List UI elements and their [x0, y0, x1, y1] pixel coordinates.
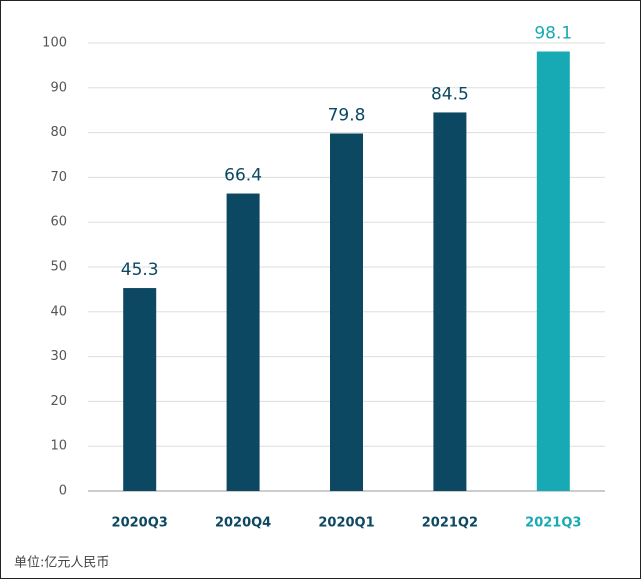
value-label: 84.5 — [431, 84, 469, 104]
y-tick-label: 0 — [59, 484, 67, 499]
x-tick-label: 2020Q3 — [112, 516, 168, 531]
y-tick-label: 90 — [50, 80, 67, 95]
bar — [226, 193, 260, 491]
x-tick-label: 2020Q1 — [318, 516, 374, 531]
y-tick-label: 20 — [50, 394, 67, 409]
y-tick-label: 70 — [50, 170, 67, 185]
value-label: 79.8 — [328, 105, 366, 125]
unit-note: 单位:亿元人民币 — [14, 556, 109, 571]
y-tick-label: 50 — [50, 260, 67, 275]
x-tick-label: 2021Q2 — [422, 516, 478, 531]
x-tick-label: 2020Q4 — [215, 516, 271, 531]
bar — [330, 133, 363, 491]
bar — [536, 51, 570, 492]
y-tick-label: 10 — [50, 439, 67, 454]
y-tick-label: 60 — [50, 215, 67, 230]
bar — [433, 112, 467, 491]
y-tick-label: 80 — [50, 125, 67, 140]
value-label: 98.1 — [534, 24, 572, 44]
bar — [123, 288, 157, 491]
value-label: 66.4 — [224, 166, 262, 186]
y-tick-label: 30 — [50, 349, 67, 364]
y-tick-label: 100 — [42, 36, 67, 51]
value-label: 45.3 — [121, 260, 159, 280]
x-tick-label: 2021Q3 — [525, 516, 581, 531]
y-tick-label: 40 — [50, 304, 67, 319]
